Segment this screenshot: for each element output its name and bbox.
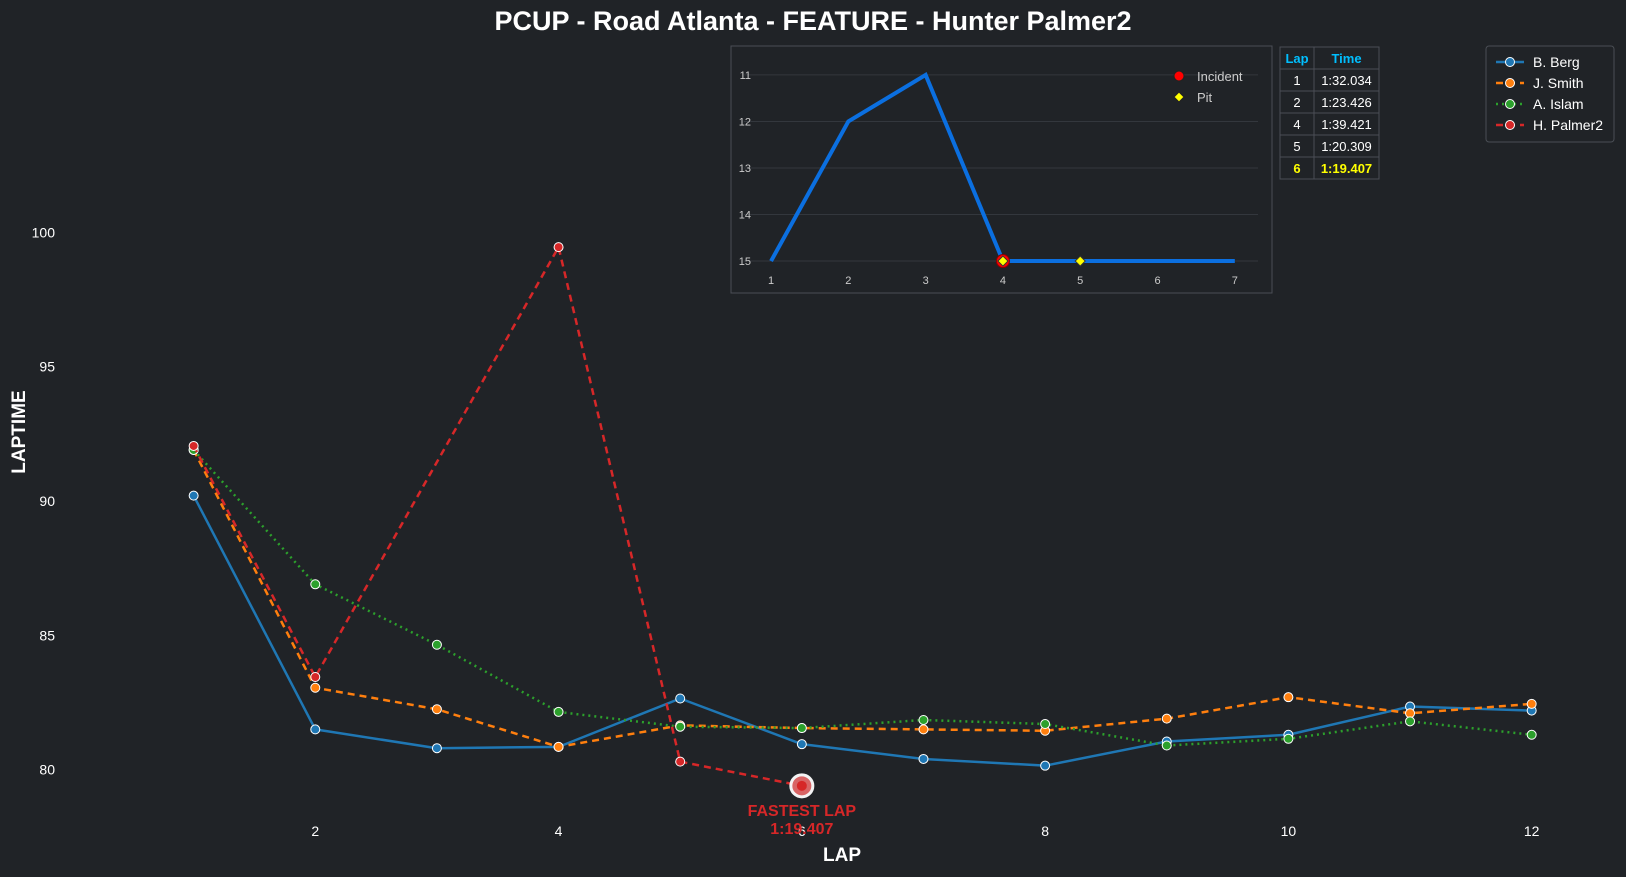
data-point — [553, 242, 564, 253]
inset-pit-marker — [1074, 255, 1086, 267]
data-point — [675, 721, 686, 732]
data-point — [431, 704, 442, 715]
fastest-lap-label: FASTEST LAP — [748, 803, 857, 820]
table-cell: 5 — [1293, 139, 1300, 154]
inset-x-tick-label: 2 — [845, 275, 851, 287]
legend-marker — [1505, 120, 1515, 130]
table-cell: 1:19.407 — [1321, 161, 1372, 176]
legend-label: H. Palmer2 — [1533, 117, 1603, 133]
data-point — [431, 639, 442, 650]
inset-legend-label: Pit — [1197, 90, 1213, 105]
data-point — [553, 741, 564, 752]
main-legend: B. Berg J. Smith A. Islam H. Palmer2 — [1485, 45, 1615, 143]
legend-marker — [1505, 99, 1515, 109]
x-axis-label: LAP — [823, 845, 861, 866]
data-point — [1283, 733, 1294, 744]
data-point — [1161, 740, 1172, 751]
table-cell: 6 — [1293, 161, 1300, 176]
table-cell: 1:32.034 — [1321, 73, 1372, 88]
data-point — [188, 440, 199, 451]
y-tick-label: 85 — [39, 627, 55, 643]
data-point — [675, 693, 686, 704]
table-cell: 1:39.421 — [1321, 117, 1372, 132]
inset-x-tick-label: 7 — [1232, 275, 1238, 287]
data-point — [1040, 719, 1051, 730]
table-cell: 1:23.426 — [1321, 95, 1372, 110]
x-tick-label: 10 — [1281, 823, 1297, 839]
series-line — [192, 449, 1532, 749]
inset-x-tick-label: 3 — [923, 275, 929, 287]
y-tick-label: 95 — [39, 359, 55, 375]
fastest-lap-time: 1:19.407 — [770, 821, 833, 838]
inset-y-tick-label: 13 — [739, 163, 751, 175]
data-point — [1040, 760, 1051, 771]
inset-x-tick-label: 6 — [1154, 275, 1160, 287]
data-point — [675, 756, 686, 767]
data-point — [796, 723, 807, 734]
inset-y-tick-label: 12 — [739, 116, 751, 128]
legend-label: J. Smith — [1533, 75, 1584, 91]
data-point — [1405, 716, 1416, 727]
y-tick-label: 90 — [39, 493, 55, 509]
inset-x-tick-label: 4 — [1000, 275, 1006, 287]
inset-y-tick-label: 14 — [739, 210, 751, 222]
x-tick-label: 2 — [311, 823, 319, 839]
legend-marker — [1505, 57, 1515, 67]
series-line — [192, 449, 1532, 747]
table-cell: 1:20.309 — [1321, 139, 1372, 154]
data-point — [1283, 692, 1294, 703]
inset-y-tick-label: 15 — [739, 256, 751, 268]
table-cell: 1 — [1293, 73, 1300, 88]
legend-marker — [1505, 78, 1515, 88]
series-line — [192, 495, 1532, 767]
data-point — [553, 706, 564, 717]
inset-legend-label: Incident — [1197, 69, 1243, 84]
table-cell: 2 — [1293, 95, 1300, 110]
inset-y-tick-label: 11 — [740, 70, 751, 82]
legend-label: B. Berg — [1533, 54, 1580, 70]
chart-title: PCUP - Road Atlanta - FEATURE - Hunter P… — [494, 6, 1131, 36]
inset-legend-marker — [1173, 70, 1185, 82]
x-tick-label: 4 — [555, 823, 563, 839]
inset-x-tick-label: 5 — [1077, 275, 1083, 287]
table-header-cell: Lap — [1285, 51, 1308, 66]
data-point — [310, 724, 321, 735]
data-point — [310, 682, 321, 693]
x-tick-label: 8 — [1041, 823, 1049, 839]
data-point — [431, 743, 442, 754]
inset-pit-marker — [997, 255, 1009, 267]
lap-times-table: Lap Time 1 1:32.034 2 1:23.426 4 1:39.421 5 1:20.… — [1279, 46, 1380, 180]
data-point — [918, 753, 929, 764]
y-tick-label: 80 — [39, 762, 55, 778]
main-plot: PCUP - Road Atlanta - FEATURE - Hunter P… — [9, 6, 1540, 866]
data-point — [1526, 698, 1537, 709]
series-line — [192, 245, 803, 788]
legend-box — [1485, 45, 1615, 143]
y-axis-label: LAPTIME — [9, 390, 30, 473]
fastest-lap-marker-core — [796, 780, 807, 791]
x-tick-label: 6 — [798, 823, 806, 839]
legend-label: A. Islam — [1533, 96, 1584, 112]
data-point — [918, 724, 929, 735]
data-point — [310, 672, 321, 683]
table-header-cell: Time — [1331, 51, 1361, 66]
data-point — [1526, 729, 1537, 740]
x-tick-label: 12 — [1524, 823, 1540, 839]
data-point — [796, 739, 807, 750]
data-point — [1161, 713, 1172, 724]
table-cell-bg — [1313, 156, 1380, 180]
data-point — [310, 579, 321, 590]
data-point — [188, 490, 199, 501]
inset-legend-marker — [1173, 91, 1185, 103]
data-point — [918, 714, 929, 725]
y-tick-label: 100 — [32, 224, 56, 240]
table-cell: 4 — [1293, 117, 1300, 132]
inset-x-tick-label: 1 — [768, 275, 774, 287]
